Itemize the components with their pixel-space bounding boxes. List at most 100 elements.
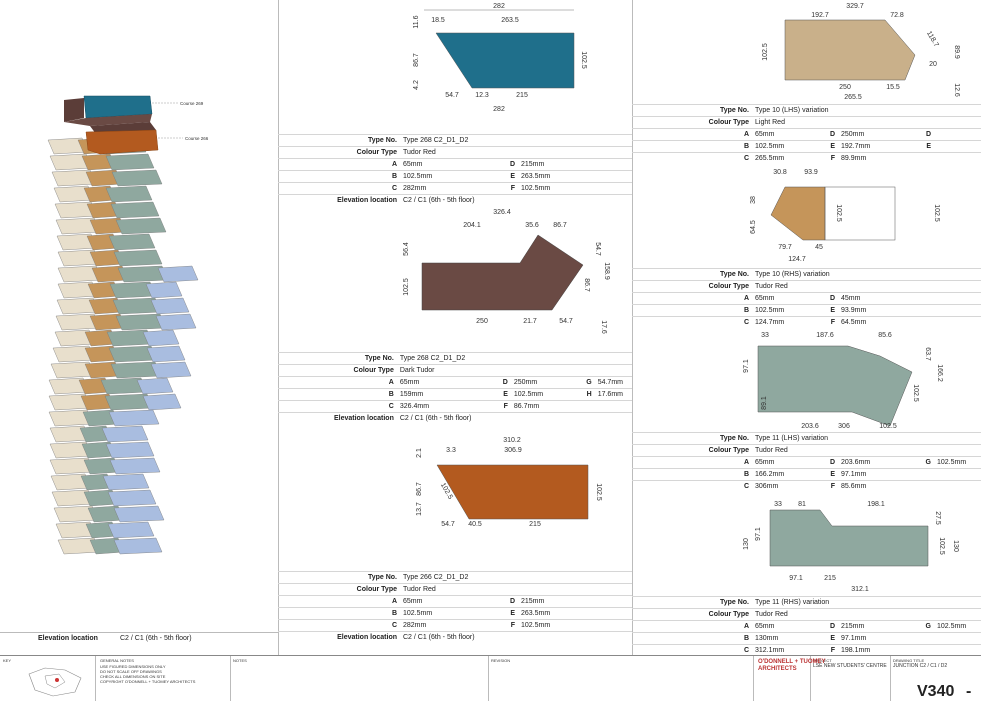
project-cell: PROJECT LSE NEW STUDENTS' CENTRE bbox=[810, 656, 891, 701]
notes-cell: NOTES bbox=[230, 656, 489, 701]
dimension-label: 102.5 bbox=[879, 423, 897, 430]
dim-key: B bbox=[372, 170, 400, 183]
dimension-label: 158.9 bbox=[603, 262, 610, 280]
dimension-label: 215 bbox=[516, 92, 528, 99]
brick-course bbox=[142, 393, 182, 411]
type-value: Type 10 (LHS) variation bbox=[752, 104, 981, 117]
dim-key: F bbox=[818, 152, 838, 164]
brick-course bbox=[111, 169, 163, 187]
dimension-label: 263.5 bbox=[501, 17, 519, 24]
dim-key: B bbox=[369, 388, 397, 401]
type-value: Type 268 C2_D1_D2 bbox=[396, 352, 632, 365]
dim-value: 306mm bbox=[752, 480, 818, 492]
spec-table-type-268-a: Type No. Type 268 C2_D1_D2 Colour Type Tud… bbox=[278, 134, 632, 206]
dim-key: D bbox=[818, 128, 838, 141]
brick-drawing-type-266-full: 310.2 3.3 306.9 2.1 86.7 13.7 102.5 102.… bbox=[416, 437, 602, 528]
project-label: PROJECT bbox=[813, 658, 832, 663]
dimension-label: 85.6 bbox=[878, 332, 892, 339]
dim-key: B bbox=[718, 140, 752, 153]
dim-key: F bbox=[818, 480, 838, 492]
dimension-label: 198.1 bbox=[867, 501, 885, 508]
type-label: Type No. bbox=[632, 432, 752, 445]
dim-key: A bbox=[718, 128, 752, 141]
dim-value: 102.5mm bbox=[510, 388, 576, 401]
left-elevation-row: Elevation location C2 / C1 (6th - 5th fl… bbox=[0, 632, 278, 645]
dimension-label: 102.5 bbox=[835, 204, 842, 222]
dim-value: 54.7mm bbox=[594, 376, 626, 389]
dimension-label: 282 bbox=[493, 106, 505, 113]
dim-key: C bbox=[718, 480, 752, 492]
brick-drawing-type-11-rhs: 33 81 198.1 27.5 130 97.1 102.5 130 97.1… bbox=[743, 501, 959, 593]
dimension-label: 4.2 bbox=[413, 80, 420, 90]
brick-course bbox=[109, 457, 161, 475]
dimension-label: 102.5 bbox=[933, 204, 940, 222]
key-plan-map bbox=[28, 667, 82, 697]
dimension-label: 64.5 bbox=[750, 220, 757, 234]
dimension-label: 166.2 bbox=[936, 364, 943, 382]
column-divider bbox=[278, 0, 279, 655]
colour-value: Tudor Red bbox=[752, 280, 981, 293]
dimension-label: 215 bbox=[529, 521, 541, 528]
dimension-label: 56.4 bbox=[403, 242, 410, 256]
dim-key: E bbox=[496, 170, 518, 183]
spec-table-type-266: Type No. Type 266 C2_D1_D2 Colour Type Tud… bbox=[278, 571, 632, 643]
dimension-label: 33 bbox=[761, 332, 769, 339]
dimension-label: 326.4 bbox=[493, 209, 511, 216]
dimension-label: 89.1 bbox=[761, 396, 768, 410]
dim-value bbox=[934, 128, 958, 141]
dimension-label: 204.1 bbox=[463, 222, 481, 229]
dimension-label: 86.7 bbox=[583, 278, 590, 292]
dim-key: A bbox=[369, 376, 397, 389]
dim-key: C bbox=[718, 152, 752, 164]
dim-value: 250mm bbox=[510, 376, 576, 389]
colour-value: Tudor Red bbox=[752, 444, 981, 457]
course-266-label: Course 266 bbox=[185, 136, 209, 141]
dim-value: 65mm bbox=[752, 292, 818, 305]
elevation-label: Elevation location bbox=[278, 412, 397, 424]
brick-course bbox=[155, 313, 197, 331]
brick-course bbox=[108, 233, 156, 251]
brick-drawing-type-10-rhs: 30.8 93.9 38 64.5 102.5 102.5 79.7 45 12… bbox=[750, 169, 940, 263]
dim-key: F bbox=[489, 400, 511, 413]
dimension-label: 93.9 bbox=[804, 169, 818, 176]
dim-key: C bbox=[718, 316, 752, 328]
dim-value: 86.7mm bbox=[510, 400, 576, 413]
dim-key: E bbox=[914, 140, 934, 153]
dimension-label: 54.7 bbox=[441, 521, 455, 528]
dimension-label: 102.5 bbox=[912, 384, 919, 402]
brick-course bbox=[101, 425, 149, 443]
dimension-label: 38 bbox=[750, 196, 757, 204]
dimension-label: 187.6 bbox=[816, 332, 834, 339]
type-label: Type No. bbox=[632, 596, 752, 609]
drawing-title-cell: DRAWING TITLE JUNCTION C2 / C1 / D2 bbox=[890, 656, 981, 701]
dimension-label: 2.1 bbox=[416, 448, 423, 458]
dim-value: 215mm bbox=[518, 595, 616, 608]
project-name: LSE NEW STUDENTS' CENTRE bbox=[813, 663, 887, 669]
dim-value: 102.5mm bbox=[518, 182, 616, 195]
dim-key: G bbox=[575, 376, 595, 389]
dim-value: 312.1mm bbox=[752, 644, 818, 656]
elevation-value: C2 / C1 (6th - 5th floor) bbox=[400, 194, 632, 206]
dim-value: 102.5mm bbox=[934, 620, 975, 633]
dimension-label: 20 bbox=[929, 61, 937, 68]
brick-course bbox=[110, 201, 160, 219]
dimension-label: 329.7 bbox=[846, 3, 864, 10]
dim-value: 102.5mm bbox=[752, 304, 818, 317]
brick-drawing-type-268-b: 326.4 204.1 35.6 86.7 56.4 102.5 158.9 5… bbox=[403, 209, 610, 334]
dimension-label: 17.6 bbox=[600, 320, 607, 334]
dimension-label: 310.2 bbox=[503, 437, 521, 444]
dim-value: 130mm bbox=[752, 632, 818, 645]
dim-key: D bbox=[818, 456, 838, 469]
dimension-label: 21.7 bbox=[523, 318, 537, 325]
dimension-label: 15.5 bbox=[886, 84, 900, 91]
dimension-label: 45 bbox=[815, 244, 823, 251]
general-notes-cell: GENERAL NOTES USE FIGURED DIMENSIONS ONL… bbox=[95, 656, 231, 701]
type-label: Type No. bbox=[278, 571, 400, 584]
dim-value: 64.5mm bbox=[838, 316, 958, 328]
colour-label: Colour Type bbox=[632, 608, 752, 621]
brick-drawing-type-11-lhs: 33 187.6 85.6 97.1 63.7 166.2 102.5 89.1… bbox=[743, 332, 943, 430]
brick-course bbox=[157, 265, 199, 283]
colour-label: Colour Type bbox=[632, 116, 752, 129]
dim-key: C bbox=[372, 182, 400, 195]
